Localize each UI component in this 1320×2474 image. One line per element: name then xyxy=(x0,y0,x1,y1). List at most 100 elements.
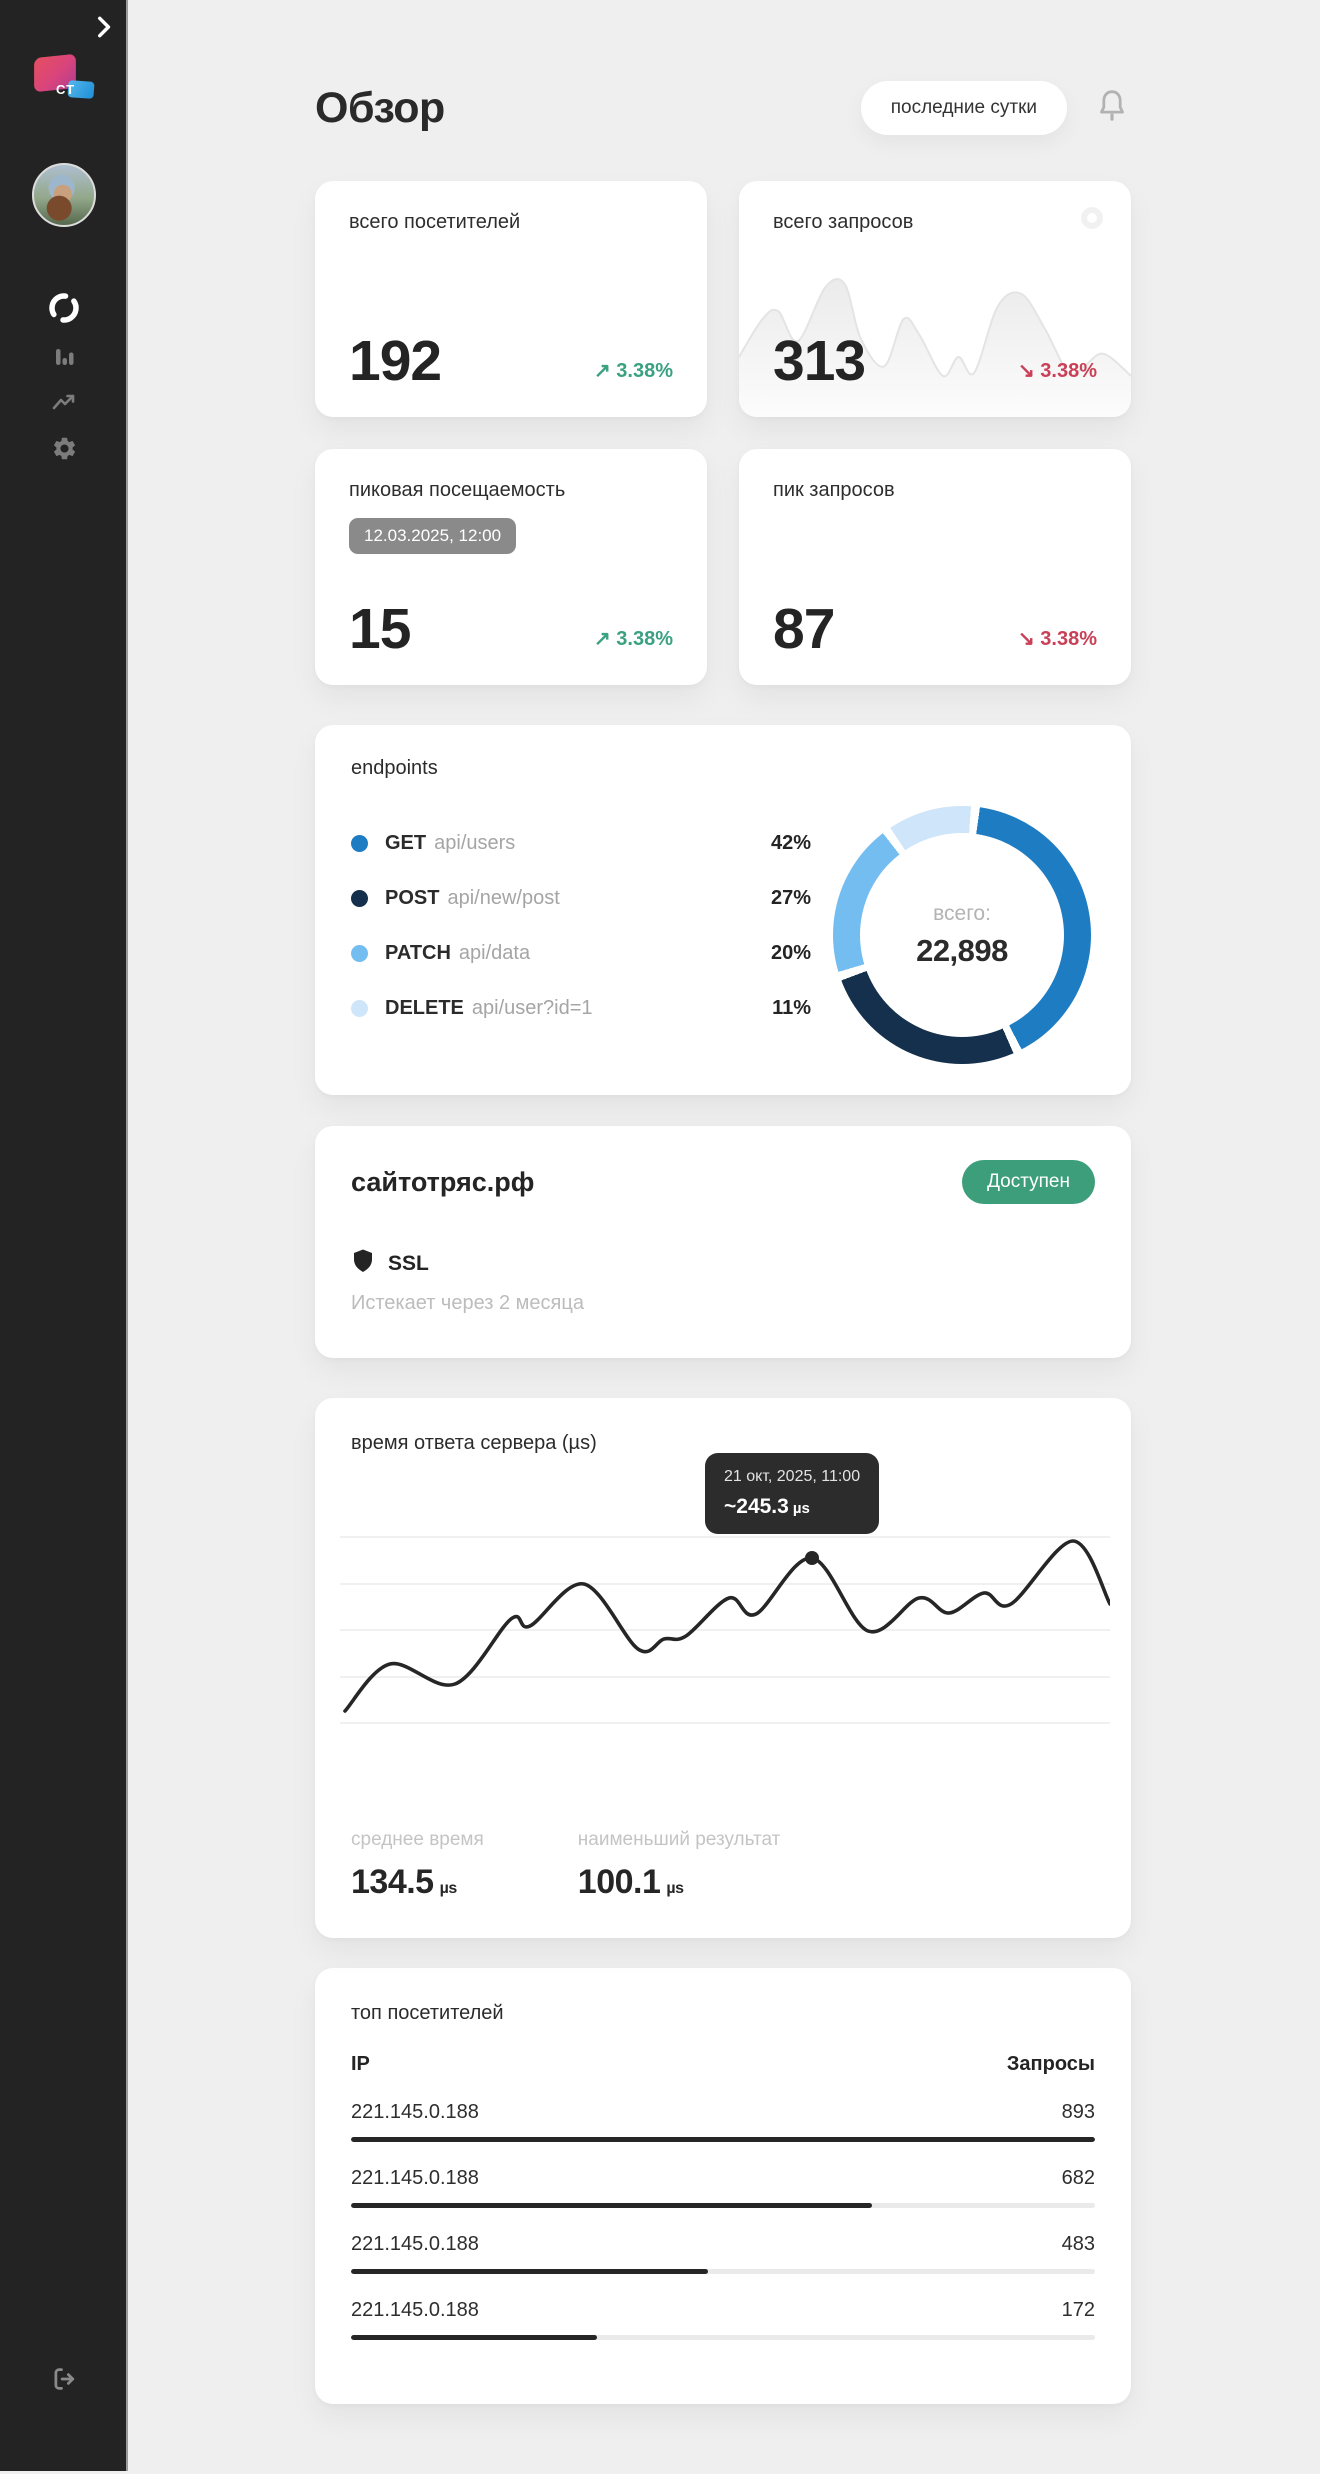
legend-method: PATCH xyxy=(385,941,451,964)
endpoints-card: endpoints GET api/users 42% POST api/new… xyxy=(315,725,1131,1095)
legend-method: POST xyxy=(385,886,440,909)
nav-item-overview[interactable] xyxy=(0,284,128,336)
tooltip-value: ~245.3 µs xyxy=(724,1495,860,1519)
stat-value: 87 xyxy=(773,596,835,661)
legend-percent: 20% xyxy=(770,941,811,964)
trend-down-arrow-icon: ↘ xyxy=(1017,360,1035,382)
avatar[interactable] xyxy=(32,163,96,227)
requests-bar xyxy=(351,2137,1095,2142)
min-result-label: наименьший результат xyxy=(577,1829,781,1850)
visitor-requests: 893 xyxy=(1061,2101,1095,2123)
requests-bar-track xyxy=(351,2269,1095,2274)
requests-bar xyxy=(351,2269,709,2274)
tooltip-value-number: ~245.3 xyxy=(724,1495,789,1518)
nav-item-stats[interactable] xyxy=(0,336,128,382)
stat-label: пик запросов xyxy=(773,479,895,501)
stat-card-peak-requests: пик запросов 87 ↘ 3.38% xyxy=(739,449,1131,685)
requests-bar-track xyxy=(351,2203,1095,2208)
column-header-ip: IP xyxy=(351,2053,370,2075)
site-domain: сайтотряс.рф xyxy=(351,1166,535,1197)
sidebar-nav xyxy=(0,284,128,474)
stat-delta: ↘ 3.38% xyxy=(1018,626,1097,655)
requests-bar-track xyxy=(351,2137,1095,2142)
trend-icon xyxy=(50,389,78,422)
table-row: 221.145.0.188 682 xyxy=(351,2167,1095,2208)
legend-item-patch: PATCH api/data 20% xyxy=(351,935,811,971)
sidebar-expand-button[interactable] xyxy=(90,14,116,40)
bar-chart-icon xyxy=(51,344,77,375)
avg-time-unit: µs xyxy=(439,1880,458,1897)
avg-time-value: 134.5 µs xyxy=(351,1863,484,1902)
requests-sparkline-chart xyxy=(739,278,1131,417)
min-result-value: 100.1 µs xyxy=(578,1863,781,1902)
top-visitors-title: топ посетителей xyxy=(351,2002,504,2024)
legend-dot xyxy=(351,944,368,962)
avg-time-label: среднее время xyxy=(351,1829,484,1850)
legend-path: api/users xyxy=(434,831,516,854)
legend-dot xyxy=(351,834,368,852)
table-row: 221.145.0.188 172 xyxy=(351,2299,1095,2340)
legend-path: api/new/post xyxy=(447,886,560,909)
donut-total-value: 22,898 xyxy=(916,932,1008,968)
ssl-label: SSL xyxy=(388,1251,429,1275)
response-chart-title: время ответа сервера (µs) xyxy=(351,1432,597,1454)
shield-icon xyxy=(351,1248,375,1279)
stat-delta: ↘ 3.38% xyxy=(1018,358,1097,387)
tooltip-date: 21 окт, 2025, 11:00 xyxy=(724,1468,861,1485)
legend-percent: 11% xyxy=(772,996,811,1019)
legend-item-get: GET api/users 42% xyxy=(351,825,811,861)
endpoints-title: endpoints xyxy=(351,757,438,779)
stat-card-total-requests: всего запросов 313 xyxy=(739,181,1131,417)
requests-bar xyxy=(351,2203,872,2208)
legend-dot xyxy=(351,889,368,907)
stat-delta-value: 3.38% xyxy=(616,628,673,650)
visitor-requests: 172 xyxy=(1061,2299,1095,2321)
top-visitors-card: топ посетителей IP Запросы 221.145.0.188… xyxy=(315,1968,1131,2404)
requests-bar xyxy=(351,2335,597,2340)
stat-delta-value: 3.38% xyxy=(616,360,673,382)
chart-tooltip: 21 окт, 2025, 11:00 ~245.3 µs xyxy=(705,1453,880,1534)
chart-highlight-dot[interactable] xyxy=(805,1551,819,1565)
ssl-expiry-note: Истекает через 2 месяца xyxy=(351,1292,584,1314)
table-header: IP Запросы xyxy=(351,2053,1095,2076)
stat-label: пиковая посещаемость xyxy=(349,479,566,501)
notifications-button[interactable] xyxy=(1093,88,1131,128)
trend-up-arrow-icon: ↗ xyxy=(593,360,611,382)
avg-time-number: 134.5 xyxy=(351,1863,434,1901)
stat-delta-value: 3.38% xyxy=(1040,628,1097,650)
stat-value: 15 xyxy=(349,596,411,661)
stat-value: 313 xyxy=(773,328,866,393)
table-row: 221.145.0.188 483 xyxy=(351,2233,1095,2274)
stat-label: всего запросов xyxy=(773,211,914,233)
status-badge: Доступен xyxy=(962,1160,1095,1204)
stat-label: всего посетителей xyxy=(349,211,521,233)
period-selector-button[interactable]: последние сутки xyxy=(860,81,1067,135)
legend-path: api/data xyxy=(458,941,531,964)
stats-row-2: пиковая посещаемость 12.03.2025, 12:00 1… xyxy=(315,449,1131,685)
stat-card-total-visitors: всего посетителей 192 ↗ 3.38% xyxy=(315,181,707,417)
trend-up-arrow-icon: ↗ xyxy=(593,628,611,650)
stat-delta-value: 3.38% xyxy=(1040,360,1097,382)
response-time-card: время ответа сервера (µs) 21 окт, 2025, … xyxy=(315,1398,1131,1938)
bell-icon xyxy=(1094,87,1130,130)
app-logo[interactable]: СТ xyxy=(34,53,95,100)
legend-item-post: POST api/new/post 27% xyxy=(351,880,811,916)
min-result-stat: наименьший результат 100.1 µs xyxy=(578,1829,781,1902)
stat-delta: ↗ 3.38% xyxy=(594,626,673,655)
logout-icon xyxy=(49,2364,79,2399)
trend-down-arrow-icon: ↘ xyxy=(1017,628,1035,650)
logo-text: СТ xyxy=(56,82,76,97)
visitor-ip: 221.145.0.188 xyxy=(351,2101,479,2123)
nav-item-trends[interactable] xyxy=(0,382,128,428)
legend-method: GET xyxy=(385,831,427,854)
chart-stats: среднее время 134.5 µs наименьший результ… xyxy=(351,1829,780,1902)
legend-path: api/user?id=1 xyxy=(471,996,593,1019)
logout-button[interactable] xyxy=(0,2364,128,2399)
column-header-requests: Запросы xyxy=(1006,2053,1095,2075)
legend-item-delete: DELETE api/user?id=1 11% xyxy=(351,990,811,1026)
nav-item-settings[interactable] xyxy=(0,428,128,474)
stats-row-1: всего посетителей 192 ↗ 3.38% всего запр… xyxy=(315,181,1131,417)
min-result-unit: µs xyxy=(666,1880,684,1897)
refresh-icon xyxy=(45,289,83,332)
avg-time-stat: среднее время 134.5 µs xyxy=(351,1829,484,1902)
